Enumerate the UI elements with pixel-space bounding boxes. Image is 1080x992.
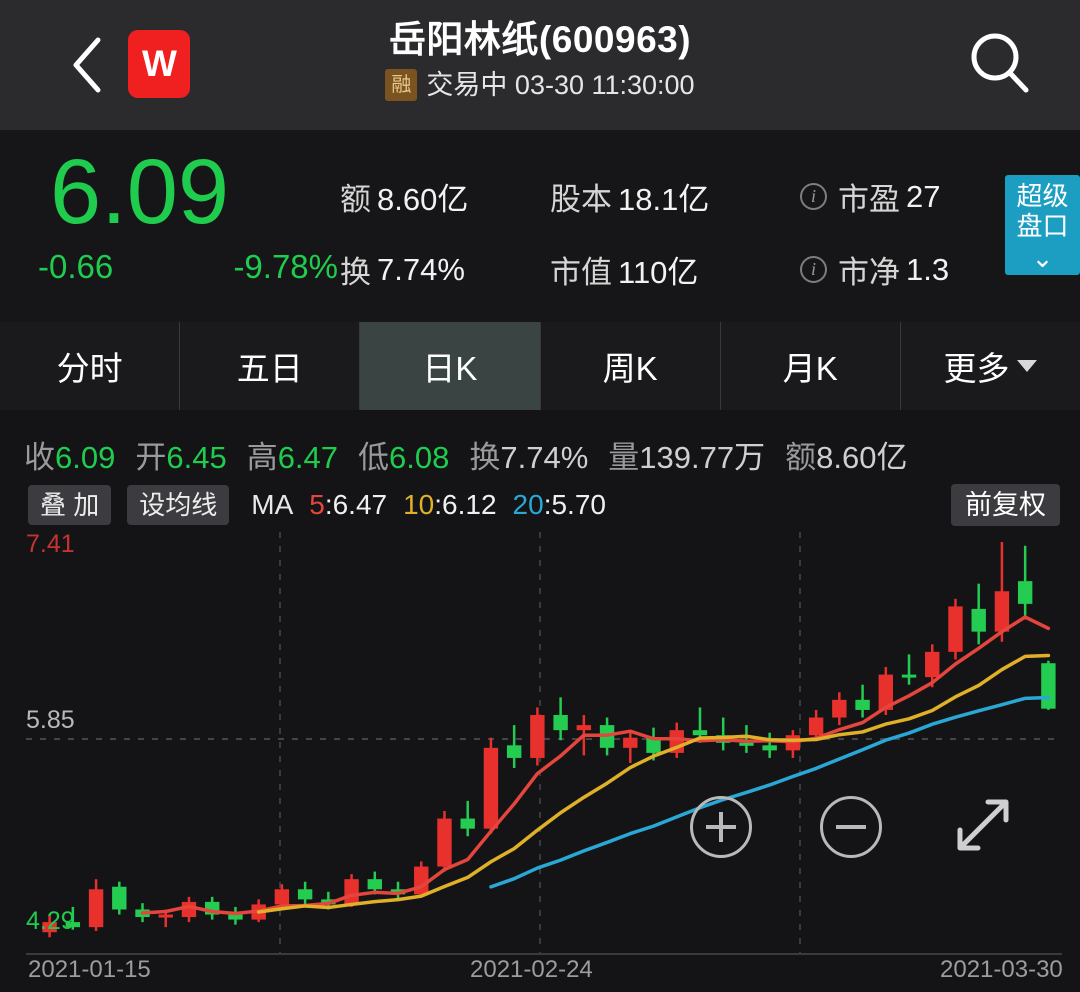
ohlc-low: 低6.08 xyxy=(358,440,450,475)
ohlc-volume: 量139.77万 xyxy=(608,440,766,475)
quote-panel: 6.09 -0.66 -9.78% 额 8.60亿 换 7.74% 股本 18.… xyxy=(0,130,1080,322)
stat-pb-label: 市净 xyxy=(838,255,900,290)
ma5-readout: 5:6.47 xyxy=(309,489,388,520)
stat-pe-label: 市盈 xyxy=(838,182,900,217)
zoom-in-button[interactable] xyxy=(690,796,752,858)
stat-amount: 额 8.60亿 xyxy=(340,174,550,219)
stat-amount-label: 额 xyxy=(340,182,371,217)
tab-fenshi[interactable]: 分时 xyxy=(0,322,181,410)
info-icon[interactable]: i xyxy=(800,183,827,210)
stats-column-2: 股本 18.1亿 市值 110亿 xyxy=(550,130,800,322)
kline-chart-area[interactable]: 收6.09 开6.45 高6.47 低6.08 换7.74% 量139.77万 … xyxy=(0,410,1080,992)
status-line: 融 交易中 03-30 11:30:00 xyxy=(385,69,695,101)
ohlc-high: 高6.47 xyxy=(246,440,339,475)
ohlc-open: 开6.45 xyxy=(135,440,227,475)
stat-pb[interactable]: i 市净 1.3 xyxy=(800,247,1010,292)
tab-label: 五日 xyxy=(236,350,303,387)
tab-label: 分时 xyxy=(56,350,123,387)
stat-shares-label: 股本 xyxy=(550,182,612,217)
tab-label: 月K xyxy=(782,350,838,387)
caret-down-icon xyxy=(1017,360,1038,372)
market-status-text: 交易中 03-30 11:30:00 xyxy=(426,70,695,100)
chevron-left-icon xyxy=(73,37,101,93)
last-price: 6.09 xyxy=(50,141,230,243)
stat-turnover-value: 7.74% xyxy=(377,251,465,287)
ma20-readout: 20:5.70 xyxy=(512,489,606,520)
stat-amount-value: 8.60亿 xyxy=(377,182,469,217)
chart-controls-row: 叠 加 设均线 MA 5:6.47 10:6.12 20:5.70 前复权 xyxy=(28,484,1060,526)
price-change-percent: -9.78% xyxy=(233,248,338,285)
super-orderbook-button[interactable]: 超级 盘口 ⌄ xyxy=(1005,175,1080,275)
stat-pb-value: 1.3 xyxy=(906,251,950,287)
tab-more[interactable]: 更多 xyxy=(901,322,1080,410)
y-axis-max-label: 7.41 xyxy=(26,530,75,558)
stat-turnover: 换 7.74% xyxy=(340,247,550,292)
tab-label: 周K xyxy=(602,350,658,387)
x-axis-date-end: 2021-03-30 xyxy=(940,956,1063,983)
tab-monthly-k[interactable]: 月K xyxy=(721,322,901,410)
super-badge-line1: 超级 xyxy=(1016,181,1069,211)
ohlc-turnover: 换7.74% xyxy=(469,440,589,475)
stat-shares-value: 18.1亿 xyxy=(618,182,710,217)
price-block: 6.09 -0.66 -9.78% xyxy=(0,130,340,322)
adjust-price-button[interactable]: 前复权 xyxy=(951,484,1060,526)
overlay-button[interactable]: 叠 加 xyxy=(28,485,112,525)
tab-daily-k[interactable]: 日K xyxy=(360,322,541,410)
ohlc-close: 收6.09 xyxy=(24,440,116,475)
page-title: 岳阳林纸(600963) xyxy=(388,19,692,60)
change-row: -0.66 -9.78% xyxy=(38,248,338,286)
zoom-out-button[interactable] xyxy=(820,796,882,858)
chevron-down-icon: ⌄ xyxy=(1031,243,1054,273)
ohlc-summary-row: 收6.09 开6.45 高6.47 低6.08 换7.74% 量139.77万 … xyxy=(24,432,1072,477)
stats-column-1: 额 8.60亿 换 7.74% xyxy=(340,130,550,322)
stat-marketcap-value: 110亿 xyxy=(618,255,699,290)
stat-pe-value: 27 xyxy=(906,178,941,214)
ma10-readout: 10:6.12 xyxy=(403,489,497,520)
app-header: W 岳阳林纸(600963) 融 交易中 03-30 11:30:00 xyxy=(0,0,1080,130)
kline-plot[interactable]: 7.41 5.85 4.29 2021-01-15 2021-02-24 202… xyxy=(0,528,1080,992)
tab-wuri[interactable]: 五日 xyxy=(180,322,361,410)
chart-period-tabs: 分时 五日 日K 周K 月K 更多 xyxy=(0,322,1080,410)
stat-shares: 股本 18.1亿 xyxy=(550,174,800,219)
fullscreen-button[interactable] xyxy=(950,792,1016,858)
stat-pe[interactable]: i 市盈 27 xyxy=(800,174,1010,219)
expand-arrows-icon xyxy=(957,799,1009,851)
x-axis-date-start: 2021-01-15 xyxy=(28,956,151,983)
super-badge-line2: 盘口 xyxy=(1016,211,1069,241)
tab-label: 更多 xyxy=(943,350,1010,387)
candlestick-canvas xyxy=(26,532,1062,955)
stats-column-3: i 市盈 27 i 市净 1.3 xyxy=(800,130,1010,322)
tab-weekly-k[interactable]: 周K xyxy=(541,322,721,410)
y-axis-min-label: 4.29 xyxy=(26,907,75,935)
y-axis-mid-label: 5.85 xyxy=(26,706,75,734)
stat-turnover-label: 换 xyxy=(340,255,371,290)
back-button[interactable] xyxy=(58,34,116,96)
price-change: -0.66 xyxy=(38,248,114,285)
ma-label: MA xyxy=(251,489,294,520)
tab-label: 日K xyxy=(422,350,478,387)
x-axis-date-mid: 2021-02-24 xyxy=(470,956,593,983)
set-ma-button[interactable]: 设均线 xyxy=(127,485,230,525)
stat-marketcap: 市值 110亿 xyxy=(550,247,800,292)
search-button[interactable] xyxy=(968,30,1032,96)
search-icon xyxy=(971,33,1029,93)
margin-trading-badge: 融 xyxy=(385,69,418,101)
app-logo[interactable]: W xyxy=(128,30,190,98)
ohlc-amount: 额8.60亿 xyxy=(785,440,908,475)
stat-marketcap-label: 市值 xyxy=(550,255,612,290)
info-icon[interactable]: i xyxy=(800,256,827,283)
title-block: 岳阳林纸(600963) 融 交易中 03-30 11:30:00 xyxy=(0,18,1080,101)
